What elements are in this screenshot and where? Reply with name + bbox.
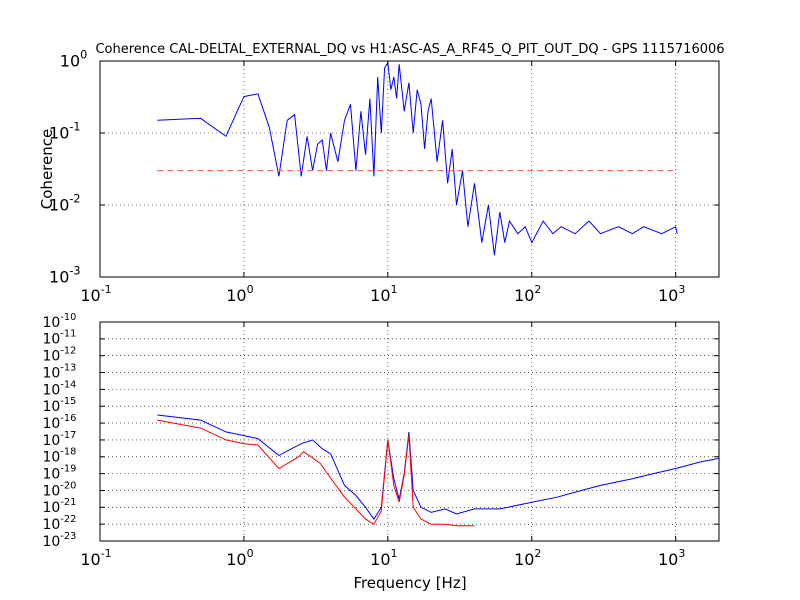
frequency-x-label: Frequency [Hz] bbox=[353, 574, 466, 592]
y-tick-label: 10-3 bbox=[49, 265, 81, 287]
x-tick-label: 102 bbox=[514, 547, 541, 569]
series-line bbox=[157, 419, 475, 527]
x-tick-label: 10-1 bbox=[80, 547, 111, 569]
x-tick-label: 101 bbox=[370, 547, 397, 569]
x-tick-label: 103 bbox=[658, 283, 685, 305]
x-tick-label: 102 bbox=[514, 283, 541, 305]
x-tick-label: 10-1 bbox=[80, 283, 111, 305]
x-tick-label: 103 bbox=[658, 547, 685, 569]
y-tick-label: 10-23 bbox=[43, 531, 77, 550]
y-tick-label: 100 bbox=[60, 49, 87, 71]
x-tick-label: 100 bbox=[226, 283, 253, 305]
x-tick-label: 101 bbox=[370, 283, 397, 305]
series-line bbox=[157, 414, 719, 520]
spectrum-plot: 10-1 100 101 102 10310-2310-2210-2110-2010-1… bbox=[43, 312, 720, 569]
plot-frame bbox=[99, 321, 720, 542]
x-tick-label: 100 bbox=[226, 547, 253, 569]
series-line bbox=[157, 61, 678, 256]
chart-title: Coherence CAL-DELTAL_EXTERNAL_DQ vs H1:A… bbox=[95, 42, 724, 57]
coherence-y-label: Coherence bbox=[38, 129, 56, 209]
plot-frame bbox=[99, 60, 720, 278]
